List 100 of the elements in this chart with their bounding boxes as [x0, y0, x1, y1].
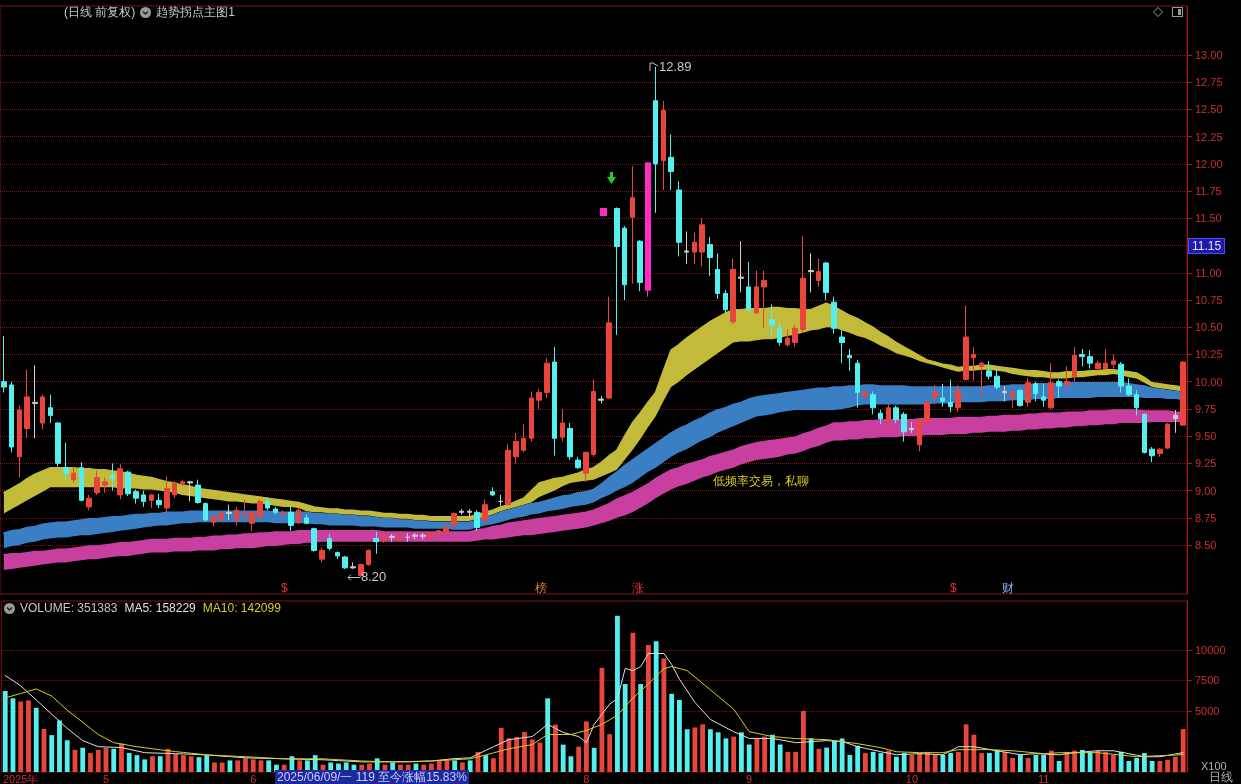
- candlestick: [335, 551, 340, 560]
- candlestick: [715, 252, 720, 300]
- x-tick-label: 11: [1037, 772, 1050, 784]
- candlestick: [560, 408, 565, 443]
- bar: [824, 747, 830, 772]
- candlestick: [761, 270, 767, 329]
- bar: [1165, 759, 1171, 772]
- bar: [901, 753, 907, 772]
- bar: [212, 762, 217, 772]
- bar: [64, 740, 70, 772]
- candlestick: [699, 217, 705, 267]
- candlestick: [180, 479, 185, 487]
- candlestick: [1103, 348, 1108, 371]
- x-tick-label: 10: [905, 772, 919, 784]
- candlestick: [986, 360, 992, 380]
- candlestick: [800, 235, 806, 334]
- candlestick: [24, 369, 30, 439]
- candlestick: [1017, 388, 1023, 408]
- bar: [219, 762, 225, 772]
- bar: [870, 751, 876, 772]
- bar: [1041, 754, 1047, 772]
- bar: [1017, 754, 1023, 772]
- bar: [1134, 757, 1140, 772]
- annotation: $: [281, 581, 288, 595]
- bar: [948, 753, 954, 772]
- candlestick: [125, 470, 131, 497]
- candlestick: [443, 523, 449, 535]
- y-tick-label: 5000: [1195, 704, 1220, 717]
- bar: [529, 739, 535, 772]
- candlestick: [226, 504, 232, 521]
- bar: [1126, 761, 1132, 772]
- bar: [917, 753, 923, 772]
- candlestick: [79, 461, 84, 502]
- bar: [119, 743, 124, 772]
- y-tick-label: 9.00: [1195, 484, 1217, 497]
- bar: [669, 693, 675, 772]
- annotation: $: [950, 581, 957, 595]
- candlestick: [94, 470, 100, 496]
- bar: [994, 750, 1000, 772]
- y-tick-label: 12.50: [1195, 103, 1223, 116]
- bar: [26, 700, 31, 772]
- bar: [1095, 750, 1101, 772]
- candlestick: [668, 133, 674, 191]
- bar: [886, 750, 892, 772]
- y-tick-label: 12.00: [1195, 157, 1223, 170]
- bar: [777, 744, 783, 772]
- candlestick: [1041, 383, 1046, 408]
- bar: [150, 756, 155, 772]
- candlestick: [381, 534, 387, 544]
- bar: [801, 710, 806, 772]
- bar: [545, 698, 551, 772]
- candlestick: [288, 506, 294, 532]
- candlestick: [645, 162, 651, 298]
- bar: [95, 749, 101, 772]
- candlestick: [886, 402, 891, 432]
- candlestick: [164, 475, 170, 513]
- candlestick: [513, 432, 519, 464]
- candlestick: [730, 258, 736, 325]
- annotation: MA5: 158229: [124, 601, 196, 615]
- x-tick-label: 8: [583, 772, 590, 784]
- y-tick-label: 9.75: [1195, 402, 1217, 415]
- bar: [1072, 750, 1078, 772]
- x-tick-label: 6: [250, 772, 257, 784]
- annotation: 低频率交易，私聊: [713, 474, 809, 488]
- y-tick-label: 11.00: [1195, 266, 1222, 279]
- candlestick: [86, 494, 92, 511]
- bar: [111, 748, 117, 772]
- candlestick: [1157, 447, 1163, 458]
- candlestick: [878, 409, 883, 425]
- y-tick-label: 11.75: [1195, 185, 1222, 198]
- y-tick-label: 12.75: [1195, 76, 1223, 89]
- bar: [553, 724, 558, 772]
- candlestick: [785, 328, 790, 348]
- candlestick: [218, 510, 224, 522]
- candlestick: [816, 258, 821, 288]
- bar: [576, 746, 582, 772]
- bar: [839, 738, 845, 772]
- bar: [1157, 761, 1163, 772]
- candlestick: [754, 270, 759, 314]
- candlestick: [296, 507, 301, 525]
- candlestick: [1149, 446, 1155, 463]
- bar: [126, 753, 132, 772]
- x-tick-label: 9: [746, 772, 753, 784]
- bar: [855, 745, 861, 772]
- candlestick: [963, 304, 969, 382]
- candlestick: [467, 508, 472, 518]
- candlestick: [133, 488, 139, 505]
- bar: [1180, 729, 1186, 772]
- candlestick: [420, 532, 426, 541]
- candlestick: [567, 422, 573, 461]
- candlestick: [505, 443, 511, 507]
- annotation: 8.20: [361, 569, 387, 584]
- x-tick-label: 5: [102, 772, 110, 784]
- candlestick: [327, 533, 332, 551]
- annotation: 涨: [632, 581, 644, 595]
- candlestick: [1072, 346, 1077, 383]
- candlestick: [583, 450, 589, 483]
- bar: [700, 724, 706, 772]
- bar: [762, 736, 768, 772]
- candlestick: [498, 494, 503, 507]
